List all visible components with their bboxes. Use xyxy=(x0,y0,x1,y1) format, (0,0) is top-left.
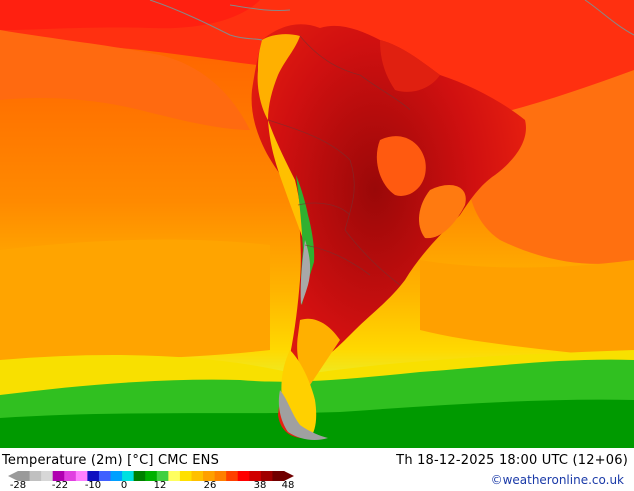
legend-swatch xyxy=(98,471,112,481)
patagonia-warm xyxy=(297,318,340,385)
legend-swatch xyxy=(75,471,88,481)
legend-swatch xyxy=(191,471,204,481)
legend-swatch xyxy=(203,471,216,481)
pacific-mild xyxy=(0,239,270,365)
north-pacific-warm xyxy=(0,30,250,130)
legend-tick-label: 0 xyxy=(120,480,128,491)
andes-grey xyxy=(300,240,311,305)
color-legend xyxy=(0,470,300,490)
legend-swatch xyxy=(29,471,42,481)
andes-central xyxy=(268,120,305,245)
legend-tick-label: 26 xyxy=(203,480,217,491)
legend-arrow-right xyxy=(284,471,294,481)
legend-arrow-left xyxy=(8,471,18,481)
legend-swatch xyxy=(237,471,250,481)
caribbean-islands xyxy=(229,4,291,11)
caribbean-hot xyxy=(0,0,260,30)
east-brazil-coast xyxy=(418,185,466,239)
temperature-map[interactable] xyxy=(0,0,634,448)
legend-tick-label: 48 xyxy=(281,480,295,491)
central-america-coast xyxy=(149,0,263,41)
legend-tick-label: -22 xyxy=(51,480,69,491)
footer-bar xyxy=(0,448,634,490)
legend-swatch xyxy=(64,471,77,481)
map-title: Temperature (2m) [°C] CMC ENS xyxy=(2,453,220,468)
atlantic-mild xyxy=(420,260,634,360)
legend-tick-label: -28 xyxy=(9,480,27,491)
legend-swatch xyxy=(168,471,181,481)
legend-swatch xyxy=(18,471,31,481)
legend-swatch xyxy=(87,471,100,481)
southern-ocean-deep-green xyxy=(0,399,634,448)
africa-coast xyxy=(584,0,634,36)
legend-colorbar xyxy=(8,471,294,481)
legend-swatch xyxy=(226,471,239,481)
map-canvas xyxy=(0,0,634,448)
legend-swatch xyxy=(260,471,273,481)
legend-swatch xyxy=(214,471,227,481)
legend-swatch xyxy=(272,471,285,481)
andes-north xyxy=(257,34,300,120)
legend-swatch xyxy=(156,471,169,481)
legend-swatch xyxy=(122,471,135,481)
legend-tick-label: -10 xyxy=(84,480,102,491)
legend-tick-label: 12 xyxy=(153,480,167,491)
map-datetime: Th 18-12-2025 18:00 UTC (12+06) xyxy=(396,453,628,468)
tierra-del-fuego xyxy=(278,390,328,440)
legend-swatch xyxy=(133,471,146,481)
legend-swatch xyxy=(179,471,192,481)
legend-swatch xyxy=(145,471,158,481)
credit-link[interactable]: ©weatheronline.co.uk xyxy=(490,473,624,487)
legend-swatch xyxy=(52,471,65,481)
legend-swatch xyxy=(110,471,123,481)
country-borders xyxy=(267,35,411,286)
guiana-warm xyxy=(380,40,440,92)
legend-swatch xyxy=(249,471,262,481)
legend-swatch xyxy=(41,471,54,481)
legend-tick-label: 38 xyxy=(253,480,267,491)
brazil-highlands xyxy=(376,136,426,196)
